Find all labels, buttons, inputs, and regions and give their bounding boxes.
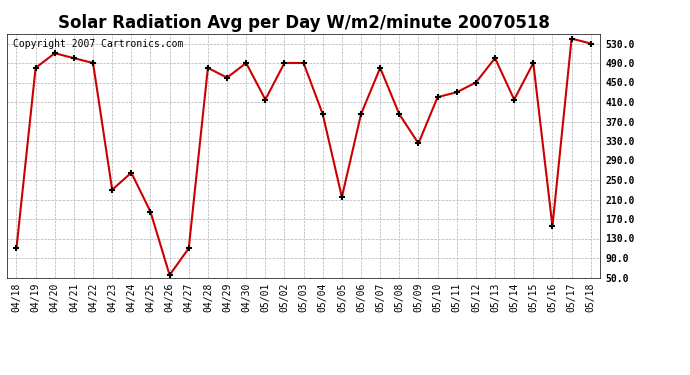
- Text: Copyright 2007 Cartronics.com: Copyright 2007 Cartronics.com: [13, 39, 184, 49]
- Title: Solar Radiation Avg per Day W/m2/minute 20070518: Solar Radiation Avg per Day W/m2/minute …: [58, 14, 549, 32]
